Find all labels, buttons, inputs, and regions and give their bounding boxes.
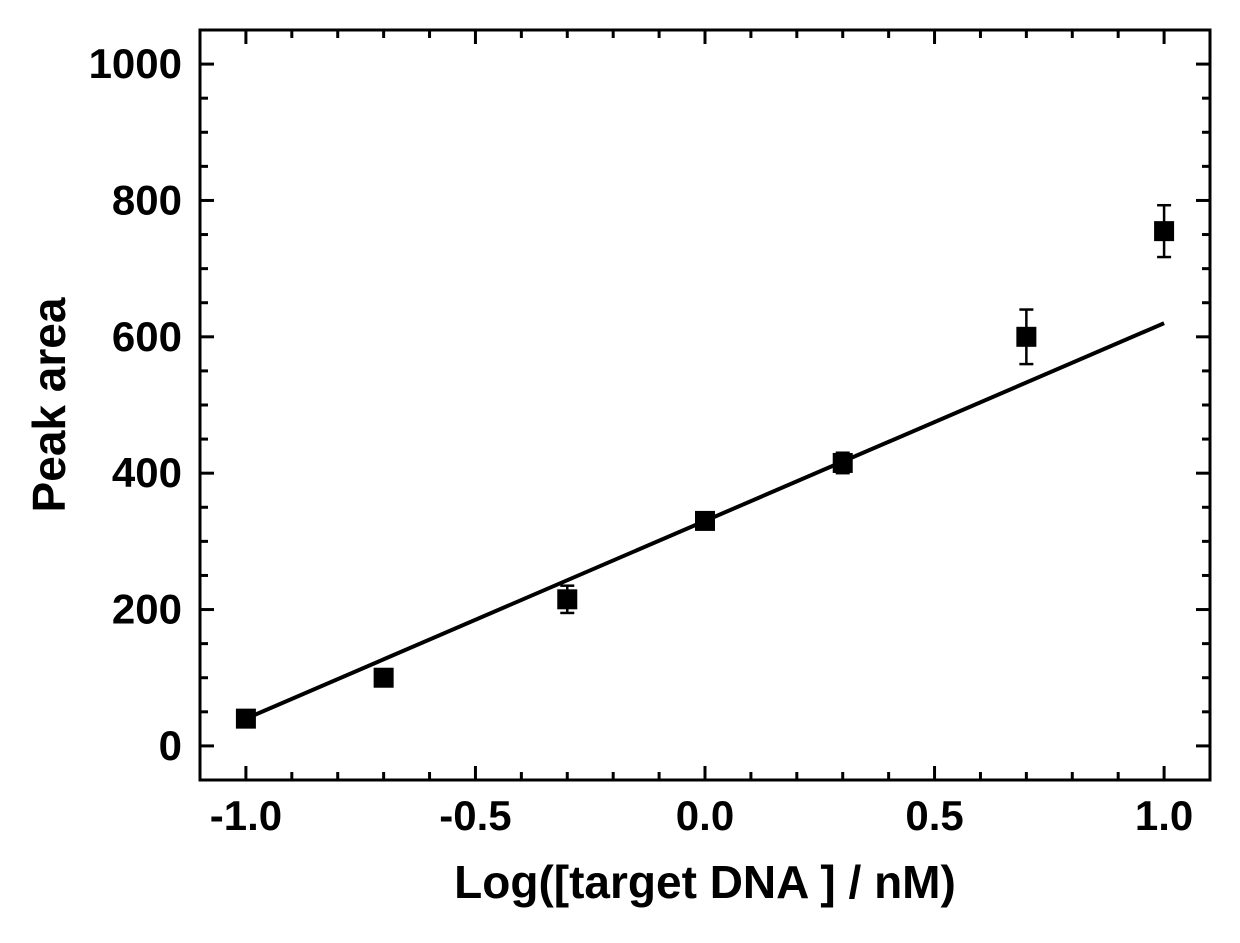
chart-svg: -1.0 -0.5 0.0 0.5 1.0 0 200 400 600 800 1000 Log([t…: [0, 0, 1240, 943]
y-tick-label: 200: [112, 586, 182, 633]
data-point: [374, 668, 394, 688]
chart-container: -1.0 -0.5 0.0 0.5 1.0 0 200 400 600 800 1000 Log([t…: [0, 0, 1240, 943]
x-axis-label: Log([target DNA ] / nM): [454, 856, 956, 908]
data-point: [833, 453, 853, 473]
y-tick-label: 1000: [89, 40, 182, 87]
x-tick-label: 0.0: [676, 792, 734, 839]
data-point: [1154, 221, 1174, 241]
x-tick-label: -1.0: [210, 792, 282, 839]
y-tick-label: 400: [112, 449, 182, 496]
x-tick-label: -0.5: [439, 792, 511, 839]
y-tick-label: 600: [112, 313, 182, 360]
y-tick-label: 800: [112, 176, 182, 223]
data-point: [236, 709, 256, 729]
data-point: [695, 511, 715, 531]
y-tick-label: 0: [159, 722, 182, 769]
y-axis-label: Peak area: [23, 297, 75, 512]
data-point: [557, 589, 577, 609]
x-tick-label: 0.5: [905, 792, 963, 839]
data-point: [1016, 327, 1036, 347]
x-tick-label: 1.0: [1135, 792, 1193, 839]
